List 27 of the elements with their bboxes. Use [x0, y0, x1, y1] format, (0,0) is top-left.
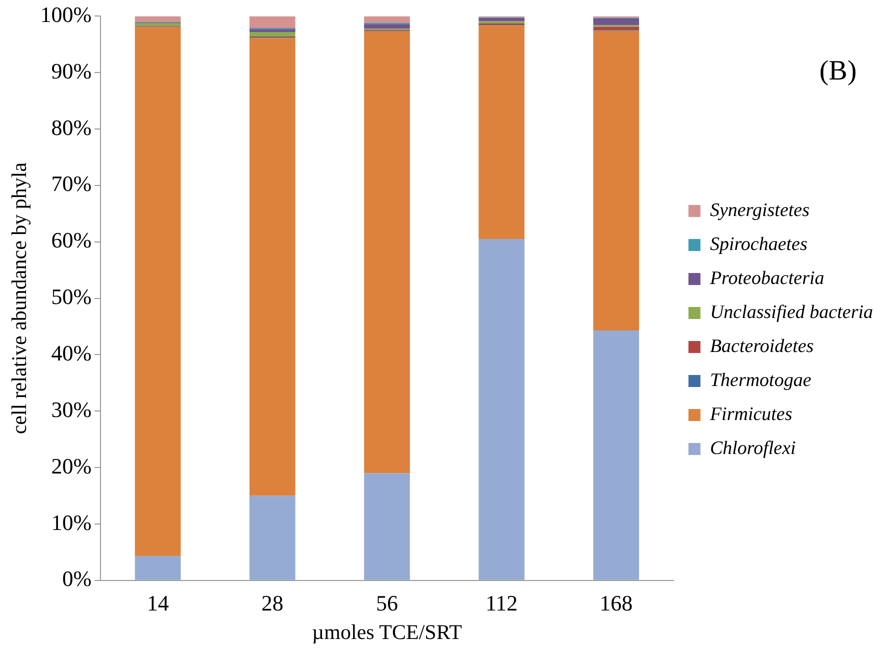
legend-label: Proteobacteria — [708, 268, 824, 289]
legend-label: Bacteroidetes — [710, 336, 814, 357]
y-tick-label: 90% — [51, 58, 92, 84]
x-tick-label: 14 — [146, 590, 169, 616]
y-tick-label: 0% — [62, 566, 92, 592]
legend-label: Spirochaetes — [710, 234, 808, 255]
legend-label: Chloroflexi — [710, 438, 796, 459]
legend-label: Unclassified bacteria — [710, 302, 874, 323]
legend-label: Thermotogae — [710, 370, 812, 391]
x-tick-label: 28 — [261, 590, 284, 616]
y-tick-label: 50% — [51, 284, 92, 310]
x-tick-label: 112 — [485, 590, 518, 616]
y-tick-label: 70% — [51, 171, 92, 196]
y-tick-label: 60% — [51, 228, 92, 253]
y-tick-label: 10% — [51, 510, 92, 535]
x-tick-label: 168 — [600, 590, 633, 616]
y-tick-label: 100% — [40, 2, 92, 27]
x-tick-label: 56 — [376, 590, 398, 616]
x-axis-title: µmoles TCE/SRT — [312, 620, 462, 644]
y-tick-label: 80% — [51, 114, 92, 140]
y-tick-label: 40% — [51, 340, 92, 366]
text: (B) — [819, 55, 857, 86]
y-tick-label: 20% — [51, 453, 92, 478]
y-axis-title: cell relative abundance by phyla — [7, 162, 32, 434]
y-tick-label: 30% — [51, 396, 92, 422]
legend-label: Firmicutes — [708, 404, 792, 425]
legend-label: Synergistetes — [710, 200, 810, 221]
